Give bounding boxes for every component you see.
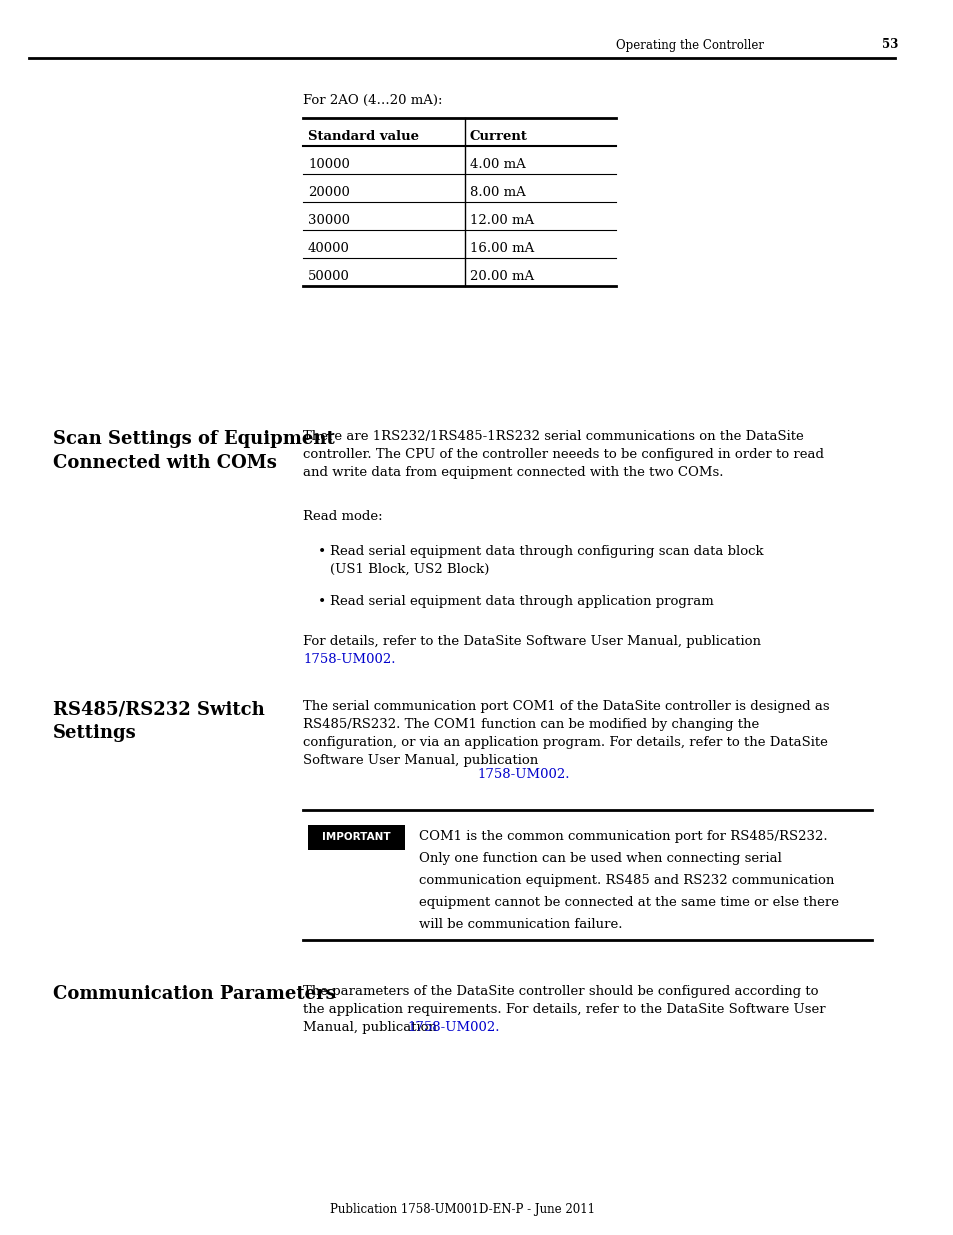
Text: communication equipment. RS485 and RS232 communication: communication equipment. RS485 and RS232… [419,874,834,887]
Text: Communication Parameters: Communication Parameters [53,986,335,1003]
Text: 4.00 mA: 4.00 mA [469,158,525,170]
Text: 20000: 20000 [308,185,350,199]
Text: Operating the Controller: Operating the Controller [616,38,763,52]
Text: 1758-UM002.: 1758-UM002. [477,768,570,781]
Text: 10000: 10000 [308,158,350,170]
Text: the application requirements. For details, refer to the DataSite Software User: the application requirements. For detail… [303,1003,825,1016]
Text: Scan Settings of Equipment
Connected with COMs: Scan Settings of Equipment Connected wit… [53,430,335,472]
Text: Read mode:: Read mode: [303,510,382,522]
Text: 16.00 mA: 16.00 mA [469,242,534,254]
Text: 8.00 mA: 8.00 mA [469,185,525,199]
Text: The serial communication port COM1 of the DataSite controller is designed as
RS4: The serial communication port COM1 of th… [303,700,829,767]
Text: 12.00 mA: 12.00 mA [469,214,534,226]
Text: 40000: 40000 [308,242,350,254]
Text: Standard value: Standard value [308,130,418,142]
Text: Read serial equipment data through application program: Read serial equipment data through appli… [330,595,714,608]
Text: 53: 53 [881,38,897,52]
Text: (US1 Block, US2 Block): (US1 Block, US2 Block) [330,563,489,576]
Text: Publication 1758-UM001D-EN-P - June 2011: Publication 1758-UM001D-EN-P - June 2011 [329,1203,594,1216]
Text: The parameters of the DataSite controller should be configured according to: The parameters of the DataSite controlle… [303,986,818,998]
Text: For details, refer to the DataSite Software User Manual, publication: For details, refer to the DataSite Softw… [303,635,760,648]
Text: 30000: 30000 [308,214,350,226]
Text: •: • [317,545,326,559]
Text: For 2AO (4…20 mA):: For 2AO (4…20 mA): [303,94,442,106]
Text: IMPORTANT: IMPORTANT [322,832,391,842]
Text: Read serial equipment data through configuring scan data block: Read serial equipment data through confi… [330,545,763,558]
Text: 1758-UM002.: 1758-UM002. [303,653,395,666]
Text: will be communication failure.: will be communication failure. [419,918,622,931]
Text: equipment cannot be connected at the same time or else there: equipment cannot be connected at the sam… [419,897,839,909]
Text: Manual, publication: Manual, publication [303,1021,441,1034]
Text: RS485/RS232 Switch
Settings: RS485/RS232 Switch Settings [53,700,265,741]
Text: 50000: 50000 [308,269,350,283]
Text: Current: Current [469,130,527,142]
Text: Only one function can be used when connecting serial: Only one function can be used when conne… [419,852,781,864]
Text: 20.00 mA: 20.00 mA [469,269,534,283]
Text: 1758-UM002.: 1758-UM002. [407,1021,499,1034]
Text: •: • [317,595,326,609]
Text: COM1 is the common communication port for RS485/RS232.: COM1 is the common communication port fo… [419,830,827,844]
Text: There are 1RS232/1RS485-1RS232 serial communications on the DataSite
controller.: There are 1RS232/1RS485-1RS232 serial co… [303,430,823,479]
Bar [308,825,404,850]
